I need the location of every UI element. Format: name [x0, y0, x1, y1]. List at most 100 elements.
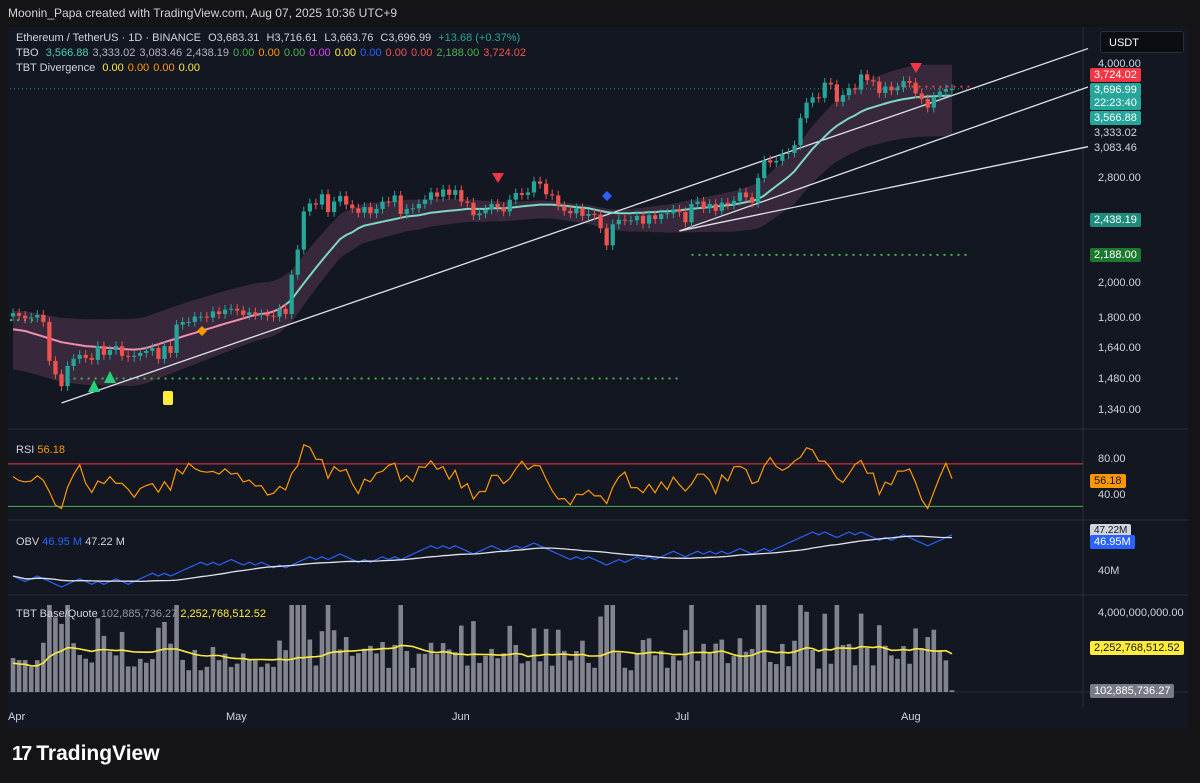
volume-bar: [792, 640, 797, 692]
price-tick-1: 2,800.00: [1098, 172, 1141, 184]
volume-bar: [907, 663, 912, 692]
volume-bar: [519, 663, 525, 692]
candle-body: [634, 215, 640, 221]
volume-bar: [828, 663, 834, 692]
time-label-may: May: [226, 711, 247, 723]
obv-name: OBV: [16, 536, 40, 548]
volume-bar: [77, 654, 82, 692]
candle-body: [204, 316, 209, 318]
candle-body: [198, 316, 203, 318]
candle-body: [943, 89, 949, 92]
candle-body: [901, 81, 906, 88]
symbol-title[interactable]: Ethereum / TetherUS · 1D · BINANCE: [16, 32, 202, 44]
candle-body: [113, 346, 119, 350]
candle-body: [477, 213, 482, 216]
trendline: [61, 47, 1089, 404]
volume-bar: [41, 642, 46, 692]
candle-body: [386, 201, 391, 203]
volume-bar: [398, 605, 404, 692]
volume-bar: [743, 651, 749, 692]
candle-body: [543, 183, 549, 195]
candle-body: [459, 190, 464, 202]
volume-bar: [683, 630, 688, 692]
volume-ma-line: [12, 644, 953, 667]
volume-legend[interactable]: TBT Base/Quote 102,885,736.27 2,252,768,…: [16, 608, 266, 620]
volume-bar: [767, 661, 773, 692]
candle-body: [756, 177, 761, 203]
candle-body: [798, 118, 803, 146]
price-label-tbo-slow: 3,083.46: [1090, 141, 1141, 155]
tradingview-logo[interactable]: 17 TradingView: [12, 742, 160, 766]
candle-body: [447, 189, 452, 195]
candle-body: [513, 193, 518, 200]
candle-body: [780, 153, 785, 161]
tradingview-logo-icon: 17: [12, 742, 32, 765]
tbo-legend[interactable]: TBO 3,566.88 3,333.02 3,083.46 2,438.19 0.00…: [16, 47, 530, 59]
volume-bar: [313, 665, 319, 692]
tbt-divergence-legend[interactable]: TBT Divergence 0.00 0.00 0.00 0.00: [16, 62, 204, 74]
candle-body: [434, 192, 440, 197]
candle-body: [168, 346, 173, 353]
volume-bar: [331, 630, 337, 692]
volume-bar: [616, 652, 622, 692]
candle-body: [840, 95, 846, 102]
obv-legend[interactable]: OBV 46.95 M 47.22 M: [16, 536, 125, 548]
candle-body: [307, 203, 312, 212]
volume-bar: [131, 666, 137, 692]
rsi-tick-40: 40.00: [1098, 489, 1126, 501]
volume-bar: [301, 605, 307, 692]
volume-bar: [598, 616, 603, 692]
volume-bar: [725, 663, 731, 692]
ohlc-close-label: C: [380, 32, 389, 44]
tbo-cloud: [13, 64, 952, 386]
volume-bar: [901, 646, 906, 692]
volume-bar: [949, 690, 955, 692]
volume-bar: [883, 645, 888, 692]
candle-body: [325, 194, 331, 213]
volume-bar: [119, 631, 125, 692]
volume-bar: [234, 663, 240, 692]
candle-body: [132, 355, 137, 357]
chart-frame[interactable]: Ethereum / TetherUS · 1D · BINANCE O3,68…: [8, 27, 1188, 728]
candle-body: [368, 207, 373, 214]
price-tick-2: 2,000.00: [1098, 277, 1141, 289]
volume-bar: [943, 660, 949, 692]
tbt-divergence-value: 0.00: [153, 62, 175, 74]
ohlc-open: 3,683.31: [216, 32, 260, 44]
candle-body: [277, 308, 282, 317]
volume-bar: [495, 658, 500, 692]
candle-body: [65, 365, 70, 387]
candle-body: [174, 324, 179, 353]
price-tick-5: 1,480.00: [1098, 373, 1141, 385]
candle-body: [428, 192, 434, 200]
volume-bar: [295, 605, 301, 692]
rsi-legend[interactable]: RSI 56.18: [16, 444, 65, 456]
candle-body: [871, 80, 876, 82]
volume-bar: [59, 623, 64, 692]
volume-bar: [786, 666, 791, 692]
candle-body: [683, 212, 688, 223]
volume-bar: [822, 613, 828, 692]
main-legend: Ethereum / TetherUS · 1D · BINANCE O3,68…: [16, 32, 524, 44]
price-label-tbo-mid: 3,333.02: [1090, 126, 1141, 140]
currency-button[interactable]: USDT: [1100, 31, 1184, 53]
volume-bar: [592, 667, 597, 692]
volume-bar: [271, 666, 276, 692]
volume-bar: [150, 659, 155, 692]
candle-body: [762, 160, 767, 178]
candle-body: [295, 249, 300, 275]
tbo-legend-value: 3,333.02: [92, 47, 136, 59]
rsi-line: [12, 443, 953, 510]
candle-body: [852, 88, 858, 90]
candle-body: [616, 219, 621, 225]
candle-body: [465, 201, 470, 203]
volume-bar: [931, 629, 937, 692]
candle-body: [507, 199, 512, 212]
chart-canvas[interactable]: [8, 27, 1188, 728]
volume-bar: [34, 660, 40, 692]
ohlc-low: 3,663.76: [330, 32, 374, 44]
candle-body: [156, 348, 161, 359]
obv-signal-label: 47.22M: [1090, 524, 1132, 537]
candle-body: [416, 203, 422, 209]
volume-bar: [198, 670, 204, 692]
